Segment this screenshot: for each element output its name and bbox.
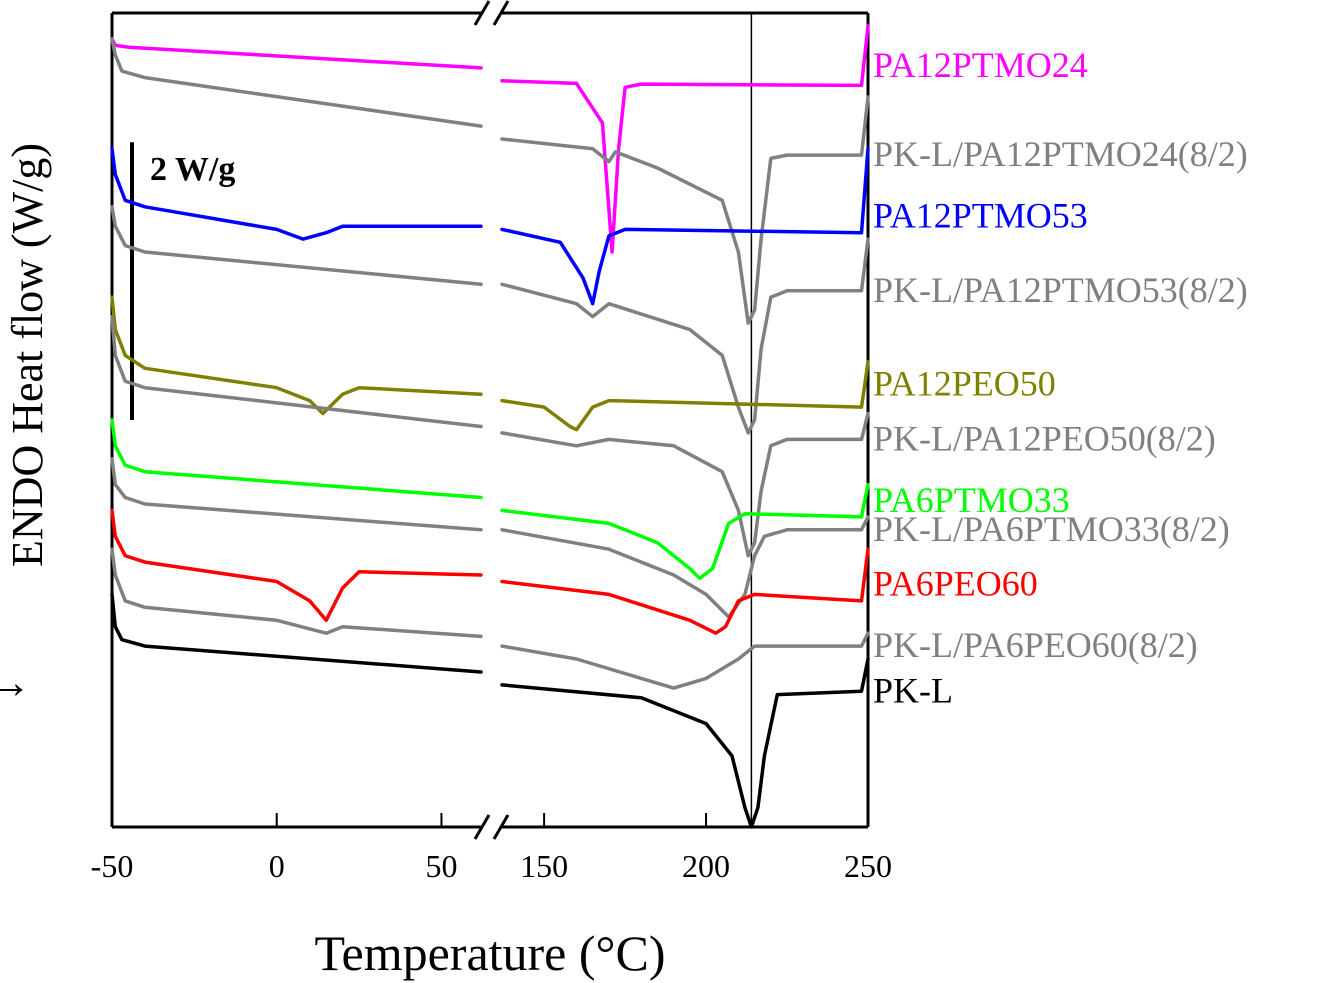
series-line-pk-l-high [500,657,870,829]
endo-arrow: ↓ [0,679,31,702]
series-line-pk-l-pa12ptmo24-8-2-low [110,37,483,128]
series-line-pa12ptmo24-low [110,37,483,70]
x-tick-label: -50 [91,848,134,884]
series-label-pk-l-pa12ptmo24-8-2: PK-L/PA12PTMO24(8/2) [873,134,1248,174]
series-label-pa6peo60: PA6PEO60 [873,564,1038,604]
series-line-pk-l-pa12peo50-8-2-high [500,411,870,558]
series-label-pa12ptmo24: PA12PTMO24 [873,45,1088,85]
axis-break-mark [473,814,491,840]
series-line-pa12peo50-high [500,360,870,432]
series-line-pa6ptmo33-low [110,418,483,500]
series-line-pa6peo60-high [500,547,870,635]
x-tick-label: 50 [425,848,457,884]
series-line-pa6peo60-low [110,508,483,623]
series-line-pa12ptmo53-low [110,146,483,241]
series-line-pk-l-pa6peo60-8-2-low [110,547,483,639]
x-tick-label: 150 [520,848,568,884]
axis-break-mark [492,0,510,26]
axis-break-mark [492,814,510,840]
x-axis-label: Temperature (°C) [314,925,665,981]
y-axis-label: ENDO Heat flow (W/g) [3,143,52,567]
axes: -50 0 50 150 200 250 [91,0,892,884]
series-line-pa6ptmo33-high [500,482,870,581]
scale-bar-label: 2 W/g [150,151,235,188]
series-line-pa12peo50-low [110,295,483,416]
series-label-pa12peo50: PA12PEO50 [873,363,1056,403]
series-line-pa12ptmo53-high [500,146,870,306]
legend-labels: PA12PTMO24 PK-L/PA12PTMO24(8/2) PA12PTMO53… [873,45,1248,710]
series-line-pk-l-pa12ptmo24-8-2-high [500,95,870,325]
x-tick-label: 0 [269,848,285,884]
series-line-pk-l-pa12ptmo53-8-2-high [500,237,870,435]
series-label-pk-l-pa12ptmo53-8-2: PK-L/PA12PTMO53(8/2) [873,270,1248,310]
series-line-pk-l-pa12ptmo53-8-2-low [110,205,483,287]
series-line-pk-l-pa6ptmo33-8-2-high [500,515,870,619]
series-line-pk-l-pa12peo50-8-2-low [110,314,483,429]
series-label-pk-l: PK-L [873,670,953,710]
series-label-pk-l-pa6ptmo33-8-2: PK-L/PA6PTMO33(8/2) [873,509,1230,549]
x-tick-label: 250 [844,848,892,884]
series-label-pa12ptmo53: PA12PTMO53 [873,196,1088,236]
series-label-pk-l-pa12peo50-8-2: PK-L/PA12PEO50(8/2) [873,418,1216,458]
series-label-pa6ptmo33: PA6PTMO33 [873,480,1070,520]
series-line-pk-l-pa6ptmo33-8-2-low [110,457,483,532]
series-line-pk-l-low [110,592,483,674]
series-line-pk-l-pa6peo60-8-2-high [500,631,870,690]
series-line-pa12ptmo24-high [500,24,870,254]
series-lines [110,24,870,829]
series-label-pk-l-pa6peo60-8-2: PK-L/PA6PEO60(8/2) [873,625,1198,665]
x-tick-label: 200 [682,848,730,884]
axis-break-mark [473,0,491,26]
